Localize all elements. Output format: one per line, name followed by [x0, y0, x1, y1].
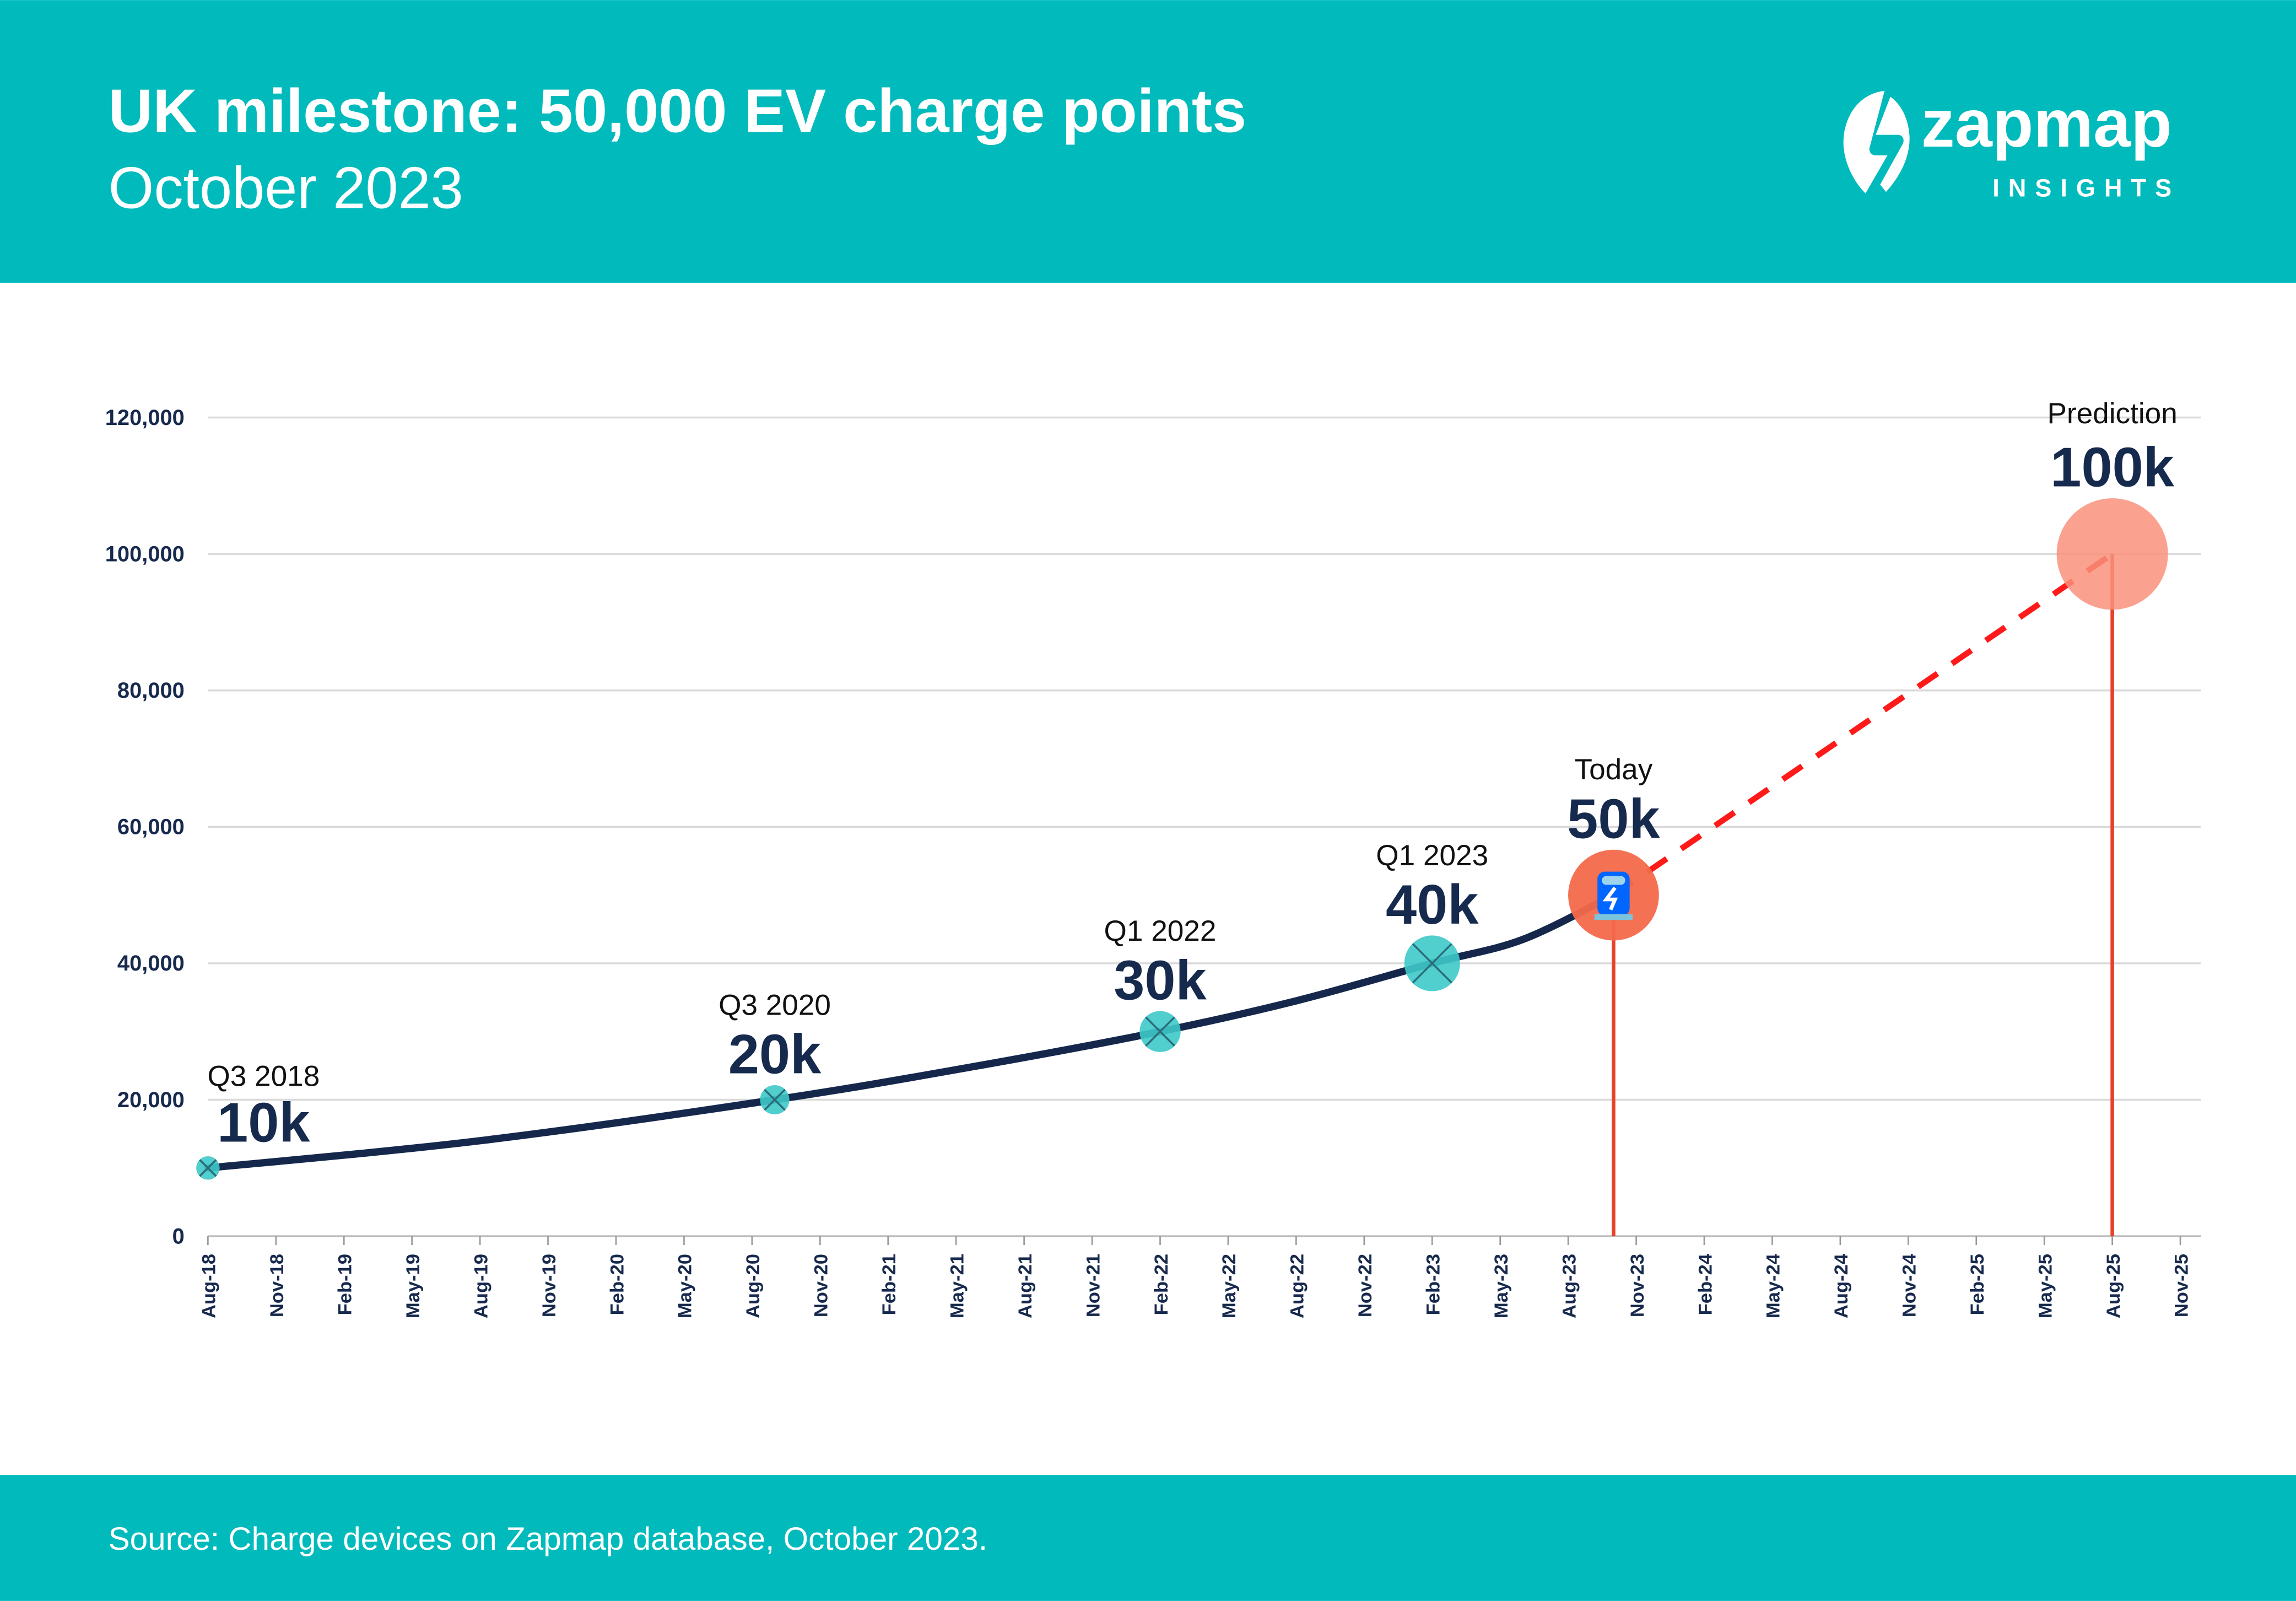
- x-tick-label: Nov-25: [2171, 1254, 2192, 1317]
- bolt-icon: [1602, 886, 1618, 911]
- page-title: UK milestone: 50,000 EV charge points: [109, 76, 1246, 145]
- y-tick-label: 40,000: [117, 951, 185, 975]
- milestone-value-label: 10k: [217, 1092, 310, 1153]
- x-tick-label: Aug-23: [1559, 1254, 1580, 1318]
- source-note: Source: Charge devices on Zapmap databas…: [109, 1521, 987, 1557]
- x-tick-label: May-23: [1491, 1254, 1512, 1318]
- x-tick-label: Nov-21: [1083, 1254, 1104, 1317]
- y-tick-label: 0: [172, 1224, 185, 1248]
- zapmap-bolt-icon: [1843, 90, 1910, 193]
- zapmap-logo: zapmap INSIGHTS: [1843, 85, 2180, 202]
- y-axis: 0 20,000 40,000 60,000 80,000 100,000 120,000: [105, 406, 185, 1249]
- milestone-value-label: 30k: [1114, 950, 1207, 1011]
- x-tick-label: Aug-22: [1287, 1254, 1308, 1318]
- station-display: [1602, 876, 1625, 885]
- charging-station-icon: [1594, 871, 1633, 920]
- station-base: [1594, 914, 1633, 920]
- milestone-value-label: 100k: [2050, 436, 2174, 498]
- y-tick-label: 100,000: [105, 542, 185, 566]
- x-tick-label: Aug-19: [471, 1254, 491, 1318]
- x-tick-label: Aug-24: [1831, 1253, 1852, 1318]
- x-axis: Aug-18 Nov-18 Feb-19 May-19 Aug-19 Nov-19 Feb-…: [199, 1236, 2192, 1318]
- y-tick-label: 120,000: [105, 406, 185, 430]
- cross-icon: [764, 1088, 786, 1111]
- prediction-line: [1612, 551, 2114, 898]
- series: [204, 551, 2114, 1172]
- actual-line: [204, 891, 1618, 1172]
- y-tick-label: 80,000: [117, 678, 185, 703]
- x-tick-label: May-24: [1763, 1253, 1784, 1318]
- milestone-period-label: Q3 2018: [207, 1060, 320, 1092]
- milestone-value-label: 20k: [728, 1024, 822, 1086]
- page-subtitle: October 2023: [109, 155, 463, 221]
- x-tick-label: Nov-18: [267, 1254, 288, 1317]
- x-tick-label: Aug-18: [199, 1254, 220, 1318]
- x-tick-label: Nov-20: [811, 1254, 832, 1317]
- logo-insights: INSIGHTS: [1992, 174, 2180, 202]
- x-tick-label: Nov-22: [1355, 1254, 1376, 1317]
- x-tick-label: Feb-21: [879, 1254, 900, 1315]
- milestone-period-label: Prediction: [2047, 397, 2177, 430]
- x-tick-label: May-19: [403, 1254, 424, 1318]
- x-tick-label: Feb-20: [607, 1254, 628, 1315]
- milestone-period-label: Q1 2022: [1104, 915, 1217, 947]
- footer-band: [0, 1475, 2296, 1601]
- cross-icon: [1412, 943, 1452, 984]
- x-tick-label: Feb-23: [1423, 1254, 1444, 1315]
- milestone-value-label: 40k: [1386, 874, 1479, 936]
- x-tick-label: Feb-24: [1695, 1253, 1716, 1315]
- x-tick-label: Feb-19: [335, 1254, 356, 1315]
- y-tick-label: 60,000: [117, 815, 185, 839]
- x-tick-label: Aug-25: [2103, 1254, 2124, 1318]
- x-tick-label: Aug-20: [743, 1254, 764, 1318]
- header-band: [0, 0, 2296, 283]
- x-tick-label: May-25: [2035, 1254, 2056, 1318]
- x-tick-label: May-21: [947, 1254, 968, 1318]
- x-tick-label: Feb-22: [1151, 1254, 1172, 1315]
- x-tick-label: Aug-21: [1015, 1254, 1036, 1318]
- milestone-marker: [2056, 498, 2168, 610]
- x-tick-label: Nov-24: [1899, 1253, 1920, 1317]
- milestone-period-label: Today: [1575, 753, 1653, 786]
- x-tick-label: Feb-25: [1967, 1254, 1988, 1315]
- logo-wordmark: zapmap: [1921, 85, 2172, 161]
- milestone-period-label: Q1 2023: [1376, 839, 1488, 872]
- cross-icon: [199, 1159, 217, 1177]
- cross-icon: [1145, 1016, 1175, 1047]
- milestone-period-label: Q3 2020: [718, 989, 831, 1021]
- x-tick-label: Nov-19: [539, 1254, 560, 1317]
- milestone-value-label: 50k: [1567, 788, 1660, 850]
- y-tick-label: 20,000: [117, 1088, 185, 1112]
- x-tick-label: Nov-23: [1627, 1254, 1648, 1317]
- x-tick-label: May-22: [1219, 1254, 1240, 1318]
- gridlines: [208, 416, 2201, 1237]
- x-tick-label: May-20: [675, 1254, 696, 1318]
- milestone-prediction: Prediction 100k: [2047, 397, 2178, 1237]
